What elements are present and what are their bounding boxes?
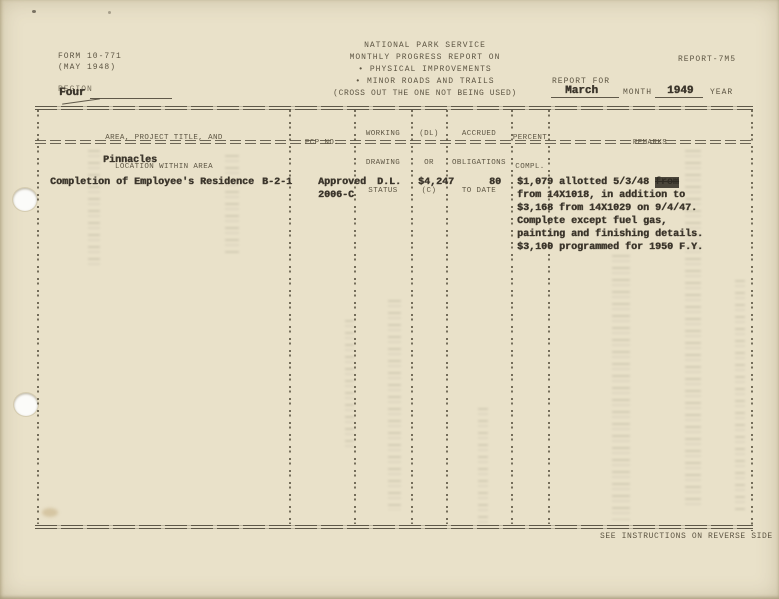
- remarks-line-3: $3,168 from 14X1029 on 9/4/47.: [517, 203, 698, 214]
- table-bottom-rule: [35, 525, 753, 526]
- area-group-name: Pinnacles: [103, 155, 158, 166]
- column-separator: [354, 110, 356, 524]
- column-header-line: WORKING: [365, 130, 401, 138]
- year-label: YEAR: [710, 88, 734, 97]
- dl-or-c-value: D.L.: [377, 177, 402, 188]
- report-type-physical-improvements: • PHYSICAL IMPROVEMENTS: [358, 65, 492, 74]
- report-month-value: March: [565, 85, 599, 97]
- column-separator: [446, 110, 448, 524]
- column-separator-right-edge: [751, 110, 753, 531]
- bleed-through-ghost: [345, 320, 354, 450]
- column-separator-left-edge: [37, 110, 39, 524]
- pcp-no-value: B-2-1: [262, 177, 293, 188]
- hole-punch-bottom: [14, 393, 38, 416]
- remarks-line-1: $1,079 allotted 5/3/48 from: [517, 177, 680, 188]
- table-top-rule: [35, 109, 753, 110]
- region-strike-mark: [62, 98, 100, 105]
- bleed-through-ghost: [88, 150, 100, 270]
- percent-complete-value: 80: [489, 177, 502, 188]
- region-label: REGION: [58, 85, 93, 94]
- column-header-line: REMARKS: [632, 139, 668, 147]
- form-number: FORM 10-771: [58, 52, 122, 61]
- bleed-through-ghost: [685, 150, 701, 510]
- column-header-line: COMPL.: [515, 162, 545, 171]
- column-header-remarks: REMARKS: [550, 120, 750, 168]
- column-header-line: OBLIGATIONS: [452, 158, 506, 167]
- ink-speck: [32, 10, 36, 13]
- bleed-through-ghost: [225, 155, 239, 255]
- report-for-label: REPORT FOR: [552, 77, 611, 86]
- bleed-through-ghost: [388, 300, 401, 510]
- drawing-number-value: 2006-C: [318, 190, 355, 201]
- column-header-line: DRAWING: [365, 158, 401, 167]
- region-blank-line: [90, 98, 172, 99]
- project-title: Completion of Employee's Residence: [50, 177, 255, 188]
- column-header-accrued-obligations: ACCRUED OBLIGATIONS TO DATE: [448, 111, 510, 216]
- hole-punch-top: [13, 188, 37, 211]
- footer-instruction-note: SEE INSTRUCTIONS ON REVERSE SIDE: [600, 532, 773, 541]
- remarks-line-2: from 14X1018, in addition to: [517, 190, 686, 201]
- region-value: Four: [59, 87, 86, 99]
- column-header-line: LOCATION WITHIN AREA: [114, 162, 213, 171]
- remarks-line-6: $3,100 programmed for 1950 F.Y.: [517, 242, 704, 253]
- column-header-line: TO DATE: [461, 187, 497, 195]
- bleed-through-ghost: [735, 280, 745, 510]
- header-bottom-rule: [35, 140, 753, 141]
- report-type-minor-roads: • MINOR ROADS AND TRAILS: [355, 77, 495, 86]
- table-top-rule: [35, 106, 753, 107]
- bleed-through-ghost: [612, 255, 630, 520]
- column-header-area-project-title: AREA, PROJECT TITLE, AND LOCATION WITHIN…: [40, 115, 288, 191]
- column-header-line: AREA, PROJECT TITLE, AND: [105, 134, 223, 142]
- column-header-line: OR: [424, 158, 434, 167]
- column-header-pcp-no: PCP NO.: [291, 120, 353, 168]
- accrued-obligations-value: $4,247: [418, 177, 455, 188]
- remarks-text: $1,079 allotted 5/3/48: [517, 177, 656, 188]
- report-title: MONTHLY PROGRESS REPORT ON: [349, 53, 501, 62]
- column-header-line: PERCENT: [512, 134, 548, 142]
- remarks-line-5: painting and finishing details.: [517, 229, 704, 240]
- column-header-line: STATUS: [368, 187, 398, 195]
- table-bottom-rule: [35, 528, 753, 529]
- month-label: MONTH: [623, 88, 653, 97]
- column-separator: [548, 110, 550, 524]
- report-year-value: 1949: [667, 85, 694, 97]
- report-id: REPORT-7M5: [678, 55, 737, 64]
- column-header-line: (C): [421, 187, 437, 195]
- column-header-dl-or-c: (DL) OR (C): [413, 111, 445, 216]
- form-date: (MAY 1948): [58, 63, 117, 72]
- bleed-through-ghost: [478, 408, 488, 523]
- column-separator: [289, 110, 291, 524]
- column-separator: [511, 110, 513, 524]
- remarks-struck-word: from: [655, 177, 680, 188]
- ink-speck: [108, 11, 111, 14]
- year-blank-line: [655, 97, 703, 98]
- remarks-line-4: Complete except fuel gas,: [517, 216, 668, 227]
- column-header-line: ACCRUED: [461, 130, 497, 138]
- month-blank-line: [551, 97, 619, 98]
- column-separator: [411, 110, 413, 524]
- column-header-percent-compl: PERCENT COMPL.: [512, 115, 548, 191]
- agency-title: NATIONAL PARK SERVICE: [364, 41, 486, 50]
- cross-out-instruction: (CROSS OUT THE ONE NOT BEING USED): [333, 89, 517, 98]
- column-header-working-drawing-status: WORKING DRAWING STATUS: [356, 111, 410, 216]
- column-header-line: PCP NO.: [304, 139, 340, 147]
- header-bottom-rule: [35, 143, 753, 144]
- drawing-status-value: Approved: [318, 177, 367, 188]
- column-header-line: (DL): [419, 130, 439, 138]
- paper-stain: [42, 508, 58, 517]
